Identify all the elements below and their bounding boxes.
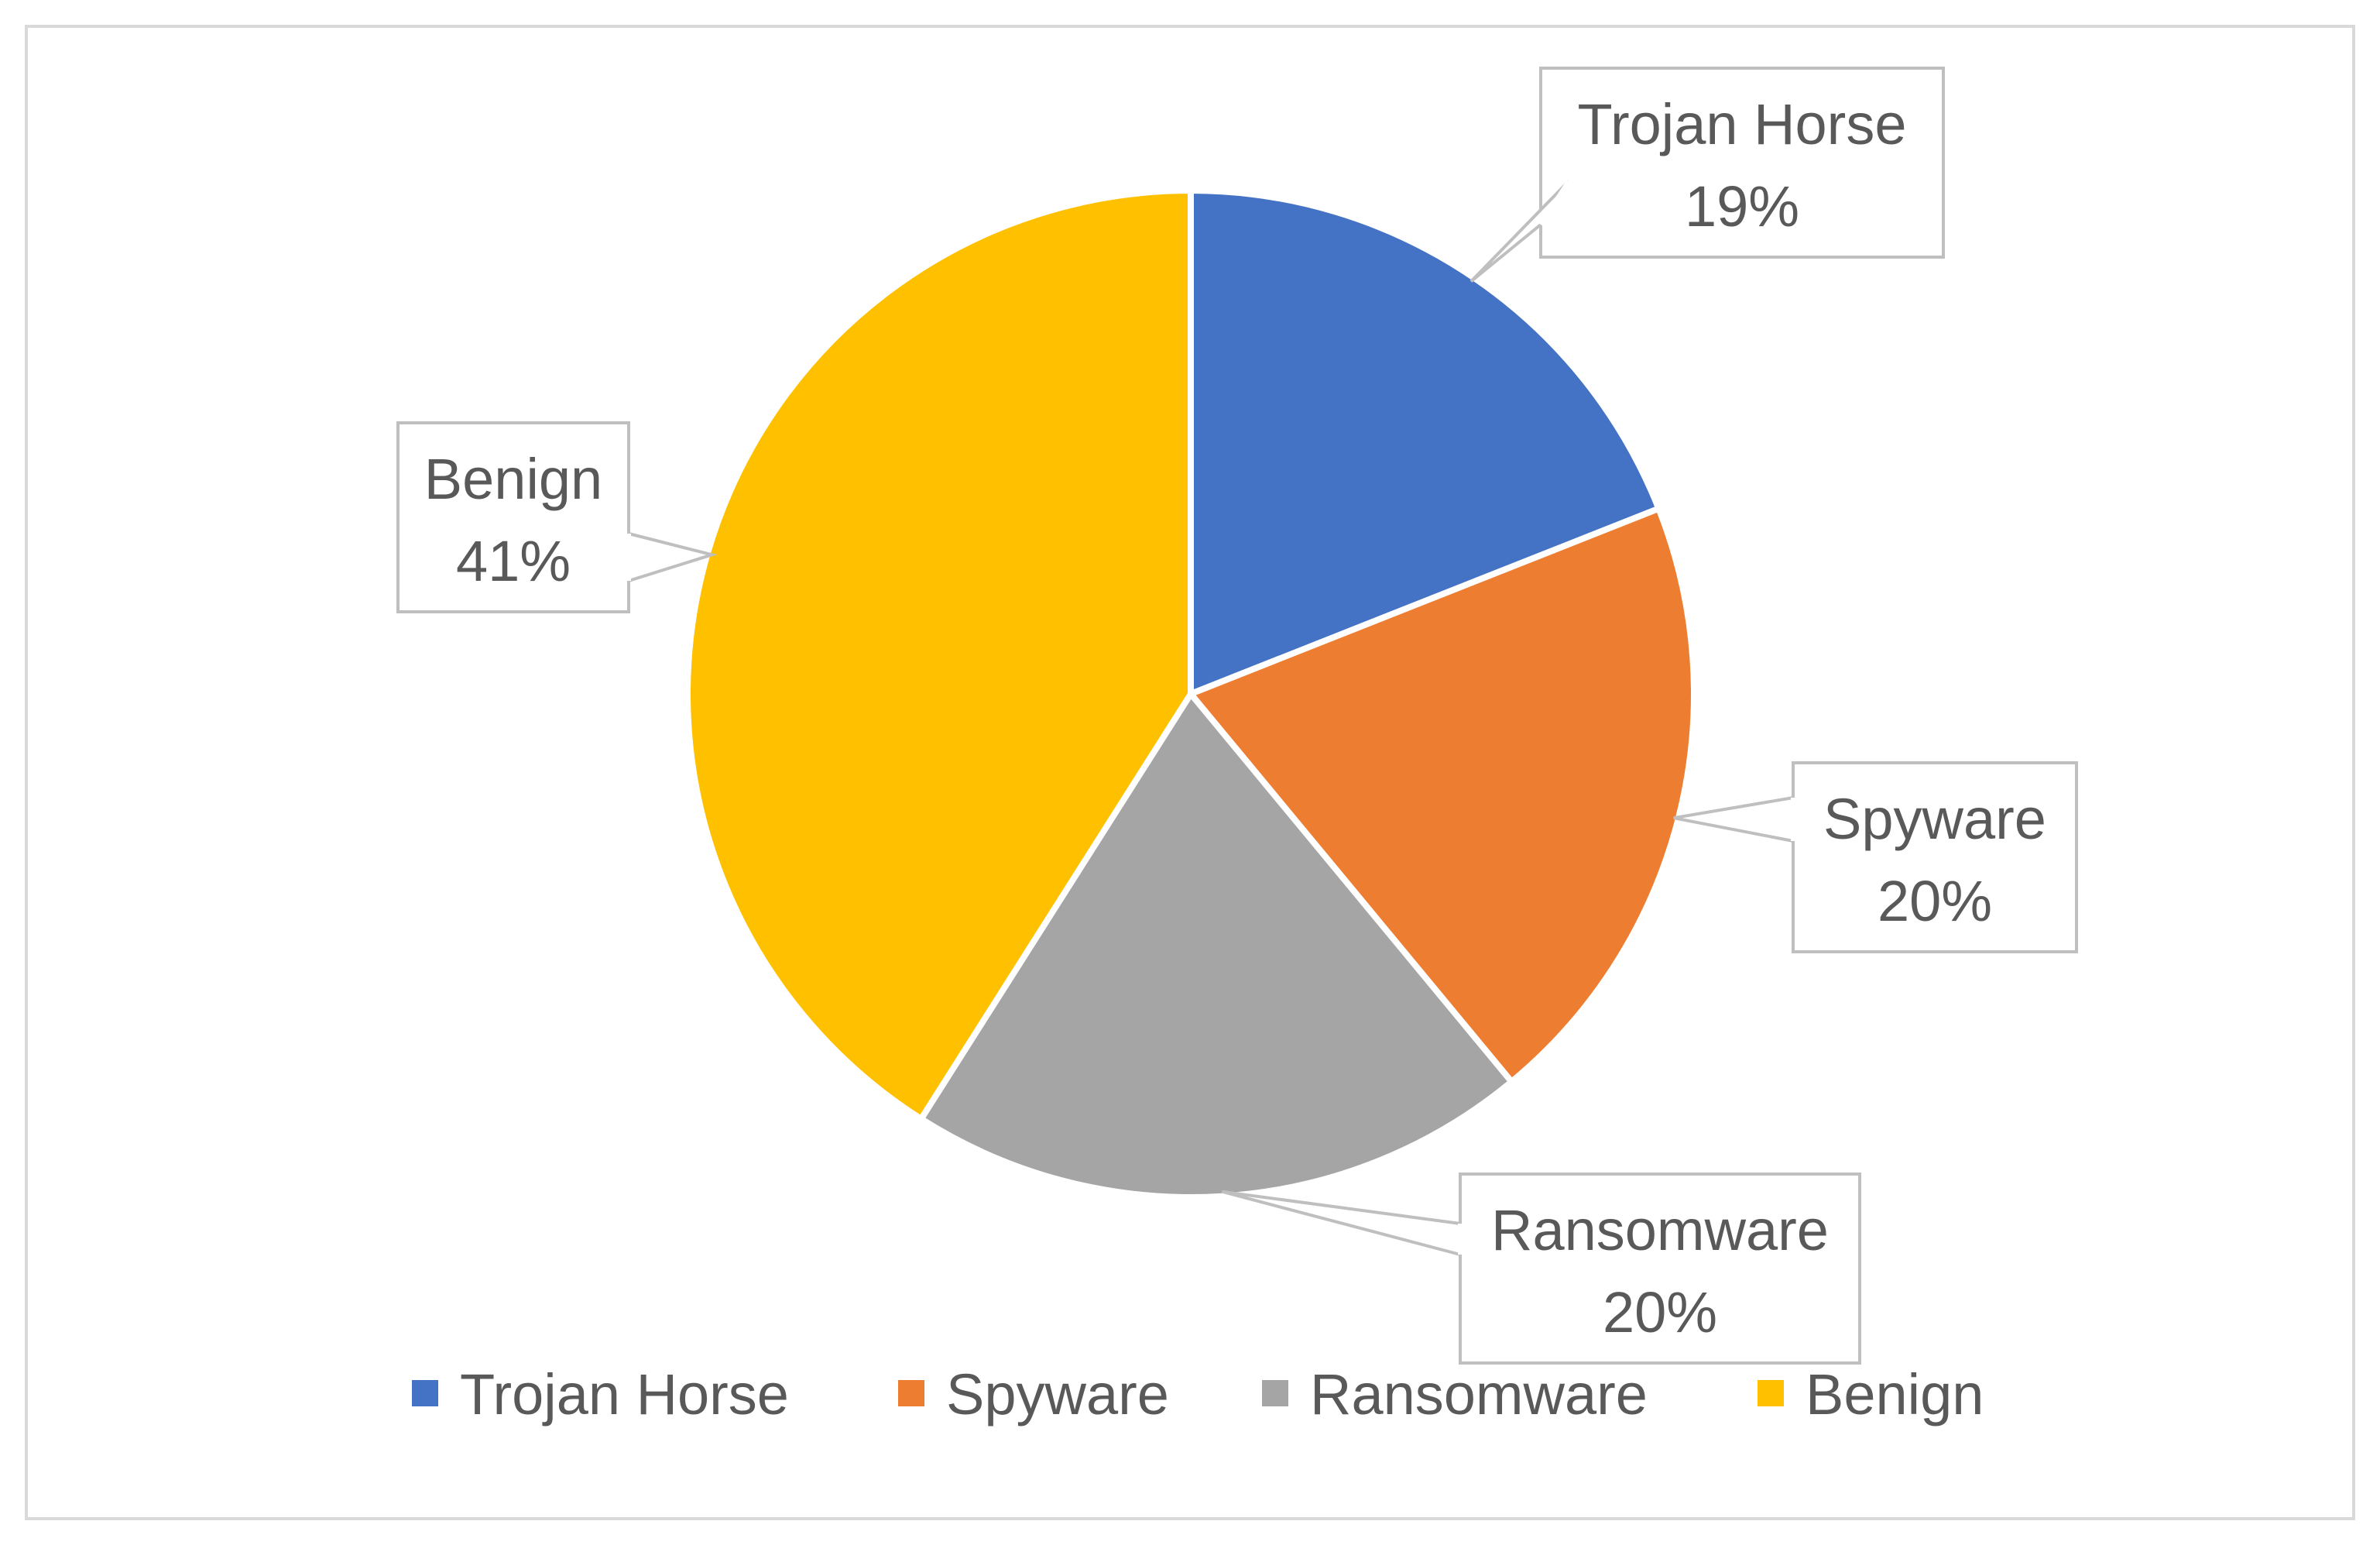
data-label-category: Benign <box>424 447 602 511</box>
data-label-category: Ransomware <box>1491 1198 1829 1262</box>
pie-slices <box>684 187 1697 1200</box>
legend-swatch <box>412 1380 438 1406</box>
callout-box <box>1792 761 2078 953</box>
data-label-category: Trojan Horse <box>1578 92 1907 156</box>
legend-label: Benign <box>1806 1362 1984 1427</box>
legend-item-trojan-horse: Trojan Horse <box>412 1362 789 1427</box>
legend-swatch <box>1262 1380 1288 1406</box>
legend-label: Ransomware <box>1310 1362 1648 1427</box>
callout-ransomware: Ransomware 20% <box>1221 1172 1861 1365</box>
data-label-percent: 41% <box>456 529 571 593</box>
data-label-percent: 19% <box>1685 174 1799 239</box>
callout-pointer <box>1673 796 1794 843</box>
legend-item-spyware: Spyware <box>898 1362 1169 1427</box>
callout-trojan-horse: Trojan Horse 19% <box>1469 67 1945 283</box>
callout-spyware: Spyware 20% <box>1673 761 2078 953</box>
legend-item-benign: Benign <box>1758 1362 1984 1427</box>
callout-box <box>396 421 630 613</box>
callout-box <box>1459 1172 1861 1365</box>
callout-pointer <box>1469 180 1570 283</box>
data-label-percent: 20% <box>1603 1280 1717 1344</box>
data-label-callouts: Trojan Horse 19% Spyware 20% Ransomware 20% Be… <box>396 67 2078 1365</box>
legend-swatch <box>898 1380 924 1406</box>
callout-seam <box>1538 180 1571 226</box>
legend-swatch <box>1758 1380 1784 1406</box>
legend-item-ransomware: Ransomware <box>1262 1362 1648 1427</box>
legend: Trojan Horse Spyware Ransomware Benign <box>412 1362 1984 1427</box>
legend-label: Spyware <box>946 1362 1169 1427</box>
legend-label: Trojan Horse <box>460 1362 789 1427</box>
callout-box <box>1539 67 1945 259</box>
data-label-percent: 20% <box>1878 869 1992 933</box>
pie-slice-ransomware <box>917 691 1515 1200</box>
callout-pointer <box>1221 1190 1461 1256</box>
data-label-category: Spyware <box>1823 787 2046 851</box>
callout-pointer <box>628 532 718 582</box>
callout-benign: Benign 41% <box>396 421 718 613</box>
